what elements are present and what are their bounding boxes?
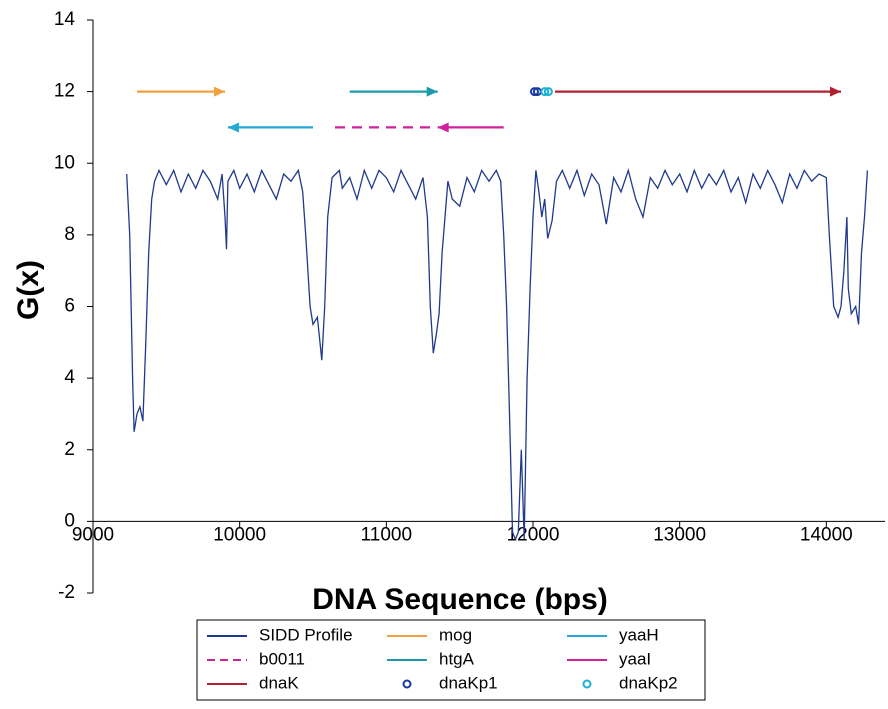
- legend-swatch: [402, 679, 412, 689]
- legend-label: dnaKp1: [439, 673, 498, 692]
- marker: [529, 87, 539, 97]
- profile-line: [126, 168, 869, 542]
- x-tick-label: 10000: [213, 524, 266, 545]
- y-tick-label: 8: [64, 224, 75, 245]
- arrow-head: [227, 122, 239, 133]
- y-tick-label: 10: [54, 152, 75, 173]
- x-tick-label: 13000: [653, 524, 706, 545]
- legend-label: dnaK: [259, 673, 299, 692]
- x-tick-label: 9000: [72, 524, 114, 545]
- y-tick-label: -2: [58, 582, 75, 603]
- arrow-head: [437, 122, 449, 133]
- legend-label: yaaI: [619, 649, 651, 668]
- legend-label: SIDD Profile: [259, 625, 353, 644]
- arrow-head: [214, 86, 225, 97]
- y-tick-label: 2: [64, 439, 75, 460]
- arrow-head: [830, 86, 841, 97]
- legend-label: yaaH: [619, 625, 659, 644]
- legend-label: b0011: [259, 649, 305, 668]
- y-tick-label: 12: [54, 81, 75, 102]
- arrow-head: [426, 86, 438, 97]
- y-axis-title: G(x): [12, 260, 45, 320]
- legend-label: mog: [439, 625, 472, 644]
- marker: [543, 87, 553, 97]
- x-tick-label: 11000: [361, 524, 412, 545]
- marker: [540, 87, 550, 97]
- y-tick-label: 0: [64, 510, 75, 531]
- legend-box: [196, 619, 706, 701]
- y-tick-label: 14: [54, 9, 76, 30]
- x-tick-label: 12000: [507, 524, 560, 545]
- legend-label: htgA: [439, 649, 475, 668]
- y-tick-label: 6: [64, 296, 75, 317]
- x-tick-label: 14000: [800, 524, 853, 545]
- x-axis-title: DNA Sequence (bps): [312, 583, 608, 616]
- y-tick-label: 4: [64, 367, 75, 388]
- legend-swatch: [582, 679, 592, 689]
- legend-label: dnaKp2: [619, 673, 678, 692]
